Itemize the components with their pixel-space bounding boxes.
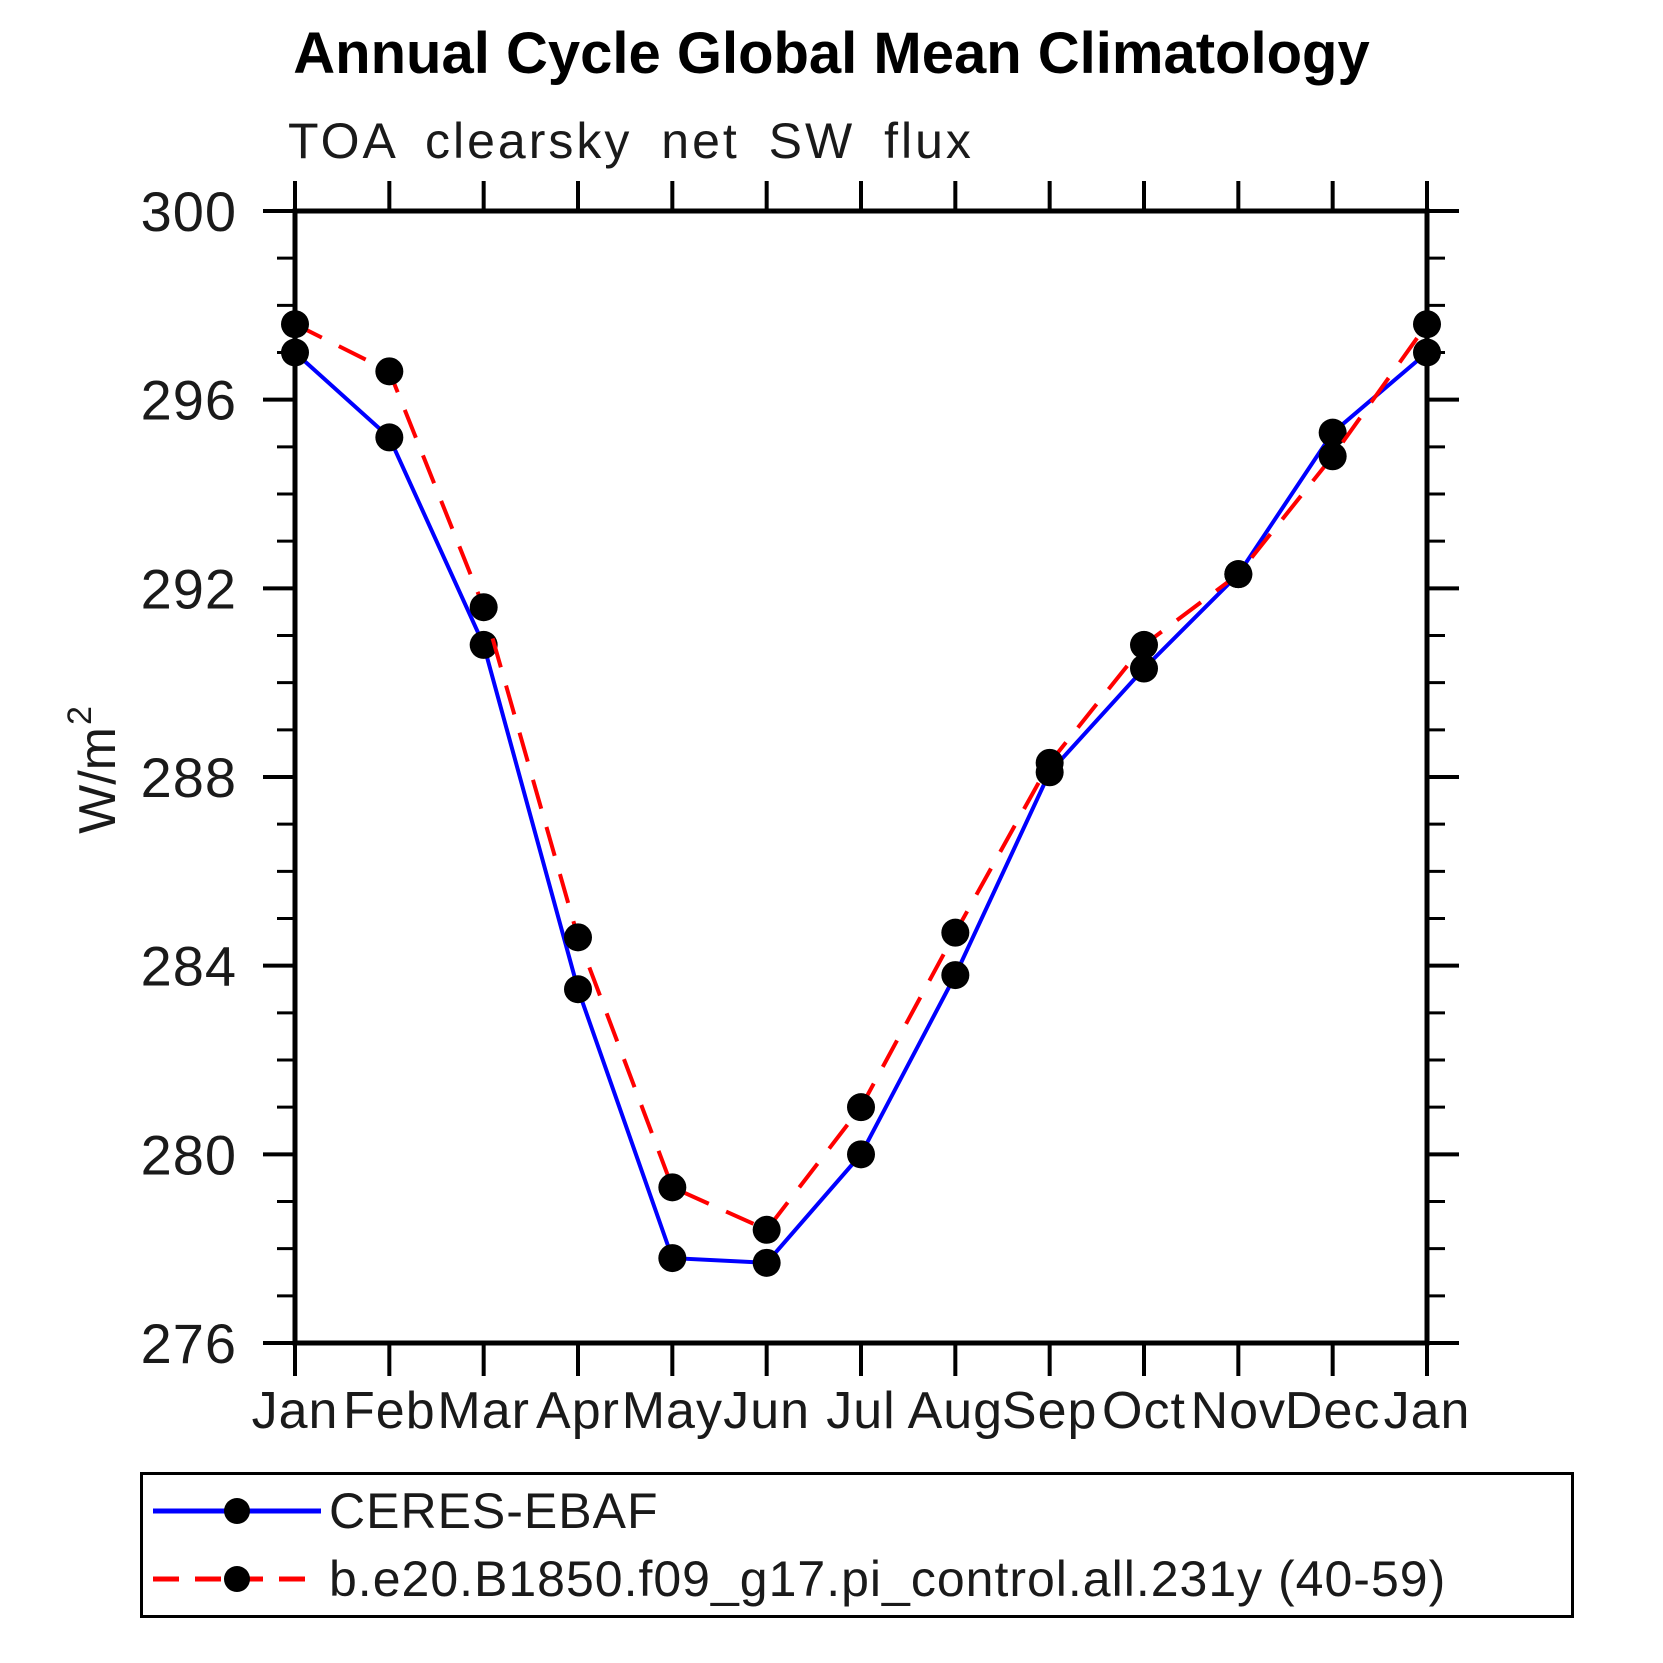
series-marker-ceres-ebaf (469, 630, 498, 659)
series-marker-b-e20-b1850-f09-g17-pi-control-all-231y- (1224, 560, 1253, 589)
x-tick-label: Jul (826, 1382, 895, 1440)
x-tick-label: Jan (1384, 1382, 1471, 1440)
y-tick-label: 288 (141, 746, 237, 809)
legend-row: CERES-EBAF (149, 1483, 1571, 1539)
x-tick-label: Nov (1191, 1382, 1286, 1440)
series-marker-ceres-ebaf (1318, 418, 1347, 447)
series-marker-ceres-ebaf (658, 1244, 687, 1273)
x-tick-label: Feb (343, 1382, 436, 1440)
x-tick-label: Sep (1002, 1382, 1098, 1440)
plot-frame (292, 208, 1430, 1346)
chart-title: Annual Cycle Global Mean Climatology (293, 21, 1370, 86)
chart-subtitle: TOA clearsky net SW flux (288, 113, 974, 169)
series-marker-b-e20-b1850-f09-g17-pi-control-all-231y- (281, 310, 309, 339)
y-tick-label: 300 (141, 180, 237, 243)
x-tick-label: Jan (252, 1382, 339, 1440)
y-tick-label: 292 (141, 557, 237, 620)
legend-box: CERES-EBAF b.e20.B1850.f09_g17.pi_contro… (140, 1472, 1574, 1618)
y-tick-label: 276 (141, 1312, 237, 1375)
series-marker-b-e20-b1850-f09-g17-pi-control-all-231y- (564, 923, 592, 952)
series-marker-ceres-ebaf (281, 338, 309, 367)
legend-row: b.e20.B1850.f09_g17.pi_control.all.231y … (149, 1551, 1571, 1607)
x-tick-label: Mar (437, 1382, 530, 1440)
x-tick-label: Oct (1102, 1382, 1186, 1440)
series-marker-ceres-ebaf (1130, 654, 1158, 683)
series-marker-b-e20-b1850-f09-g17-pi-control-all-231y- (658, 1173, 687, 1202)
x-tick-label: Apr (536, 1382, 620, 1440)
series-marker-ceres-ebaf (847, 1140, 875, 1169)
series-marker-b-e20-b1850-f09-g17-pi-control-all-231y- (752, 1215, 781, 1244)
y-tick-label: 284 (141, 935, 237, 998)
series-marker-ceres-ebaf (752, 1248, 781, 1277)
y-axis-label: W/m2 (61, 706, 127, 834)
legend-label-model-run: b.e20.B1850.f09_g17.pi_control.all.231y … (329, 1551, 1447, 1607)
series-marker-b-e20-b1850-f09-g17-pi-control-all-231y- (1130, 630, 1158, 659)
series-marker-b-e20-b1850-f09-g17-pi-control-all-231y- (847, 1093, 875, 1122)
x-tick-label: Jun (723, 1382, 810, 1440)
x-tick-label: Dec (1285, 1382, 1380, 1440)
series-marker-ceres-ebaf (941, 961, 970, 990)
series-marker-b-e20-b1850-f09-g17-pi-control-all-231y- (469, 593, 498, 622)
y-tick-label: 280 (141, 1123, 237, 1186)
series-marker-b-e20-b1850-f09-g17-pi-control-all-231y- (1318, 442, 1347, 471)
legend-sample-line-dashed (153, 1566, 321, 1592)
x-tick-label: Aug (908, 1382, 1004, 1440)
series-marker-b-e20-b1850-f09-g17-pi-control-all-231y- (375, 357, 404, 386)
series-marker-ceres-ebaf (1413, 338, 1441, 367)
series-marker-ceres-ebaf (375, 423, 404, 452)
legend-sample-line-solid (153, 1498, 321, 1524)
y-tick-label: 296 (141, 369, 237, 432)
series-marker-b-e20-b1850-f09-g17-pi-control-all-231y- (941, 918, 970, 947)
x-tick-label: May (622, 1382, 723, 1440)
series-marker-b-e20-b1850-f09-g17-pi-control-all-231y- (1035, 748, 1064, 777)
series-marker-ceres-ebaf (564, 975, 592, 1004)
series-line-ceres-ebaf (293, 350, 1429, 1265)
legend-label-ceres-ebaf: CERES-EBAF (329, 1483, 659, 1539)
series-marker-b-e20-b1850-f09-g17-pi-control-all-231y- (1413, 310, 1441, 339)
